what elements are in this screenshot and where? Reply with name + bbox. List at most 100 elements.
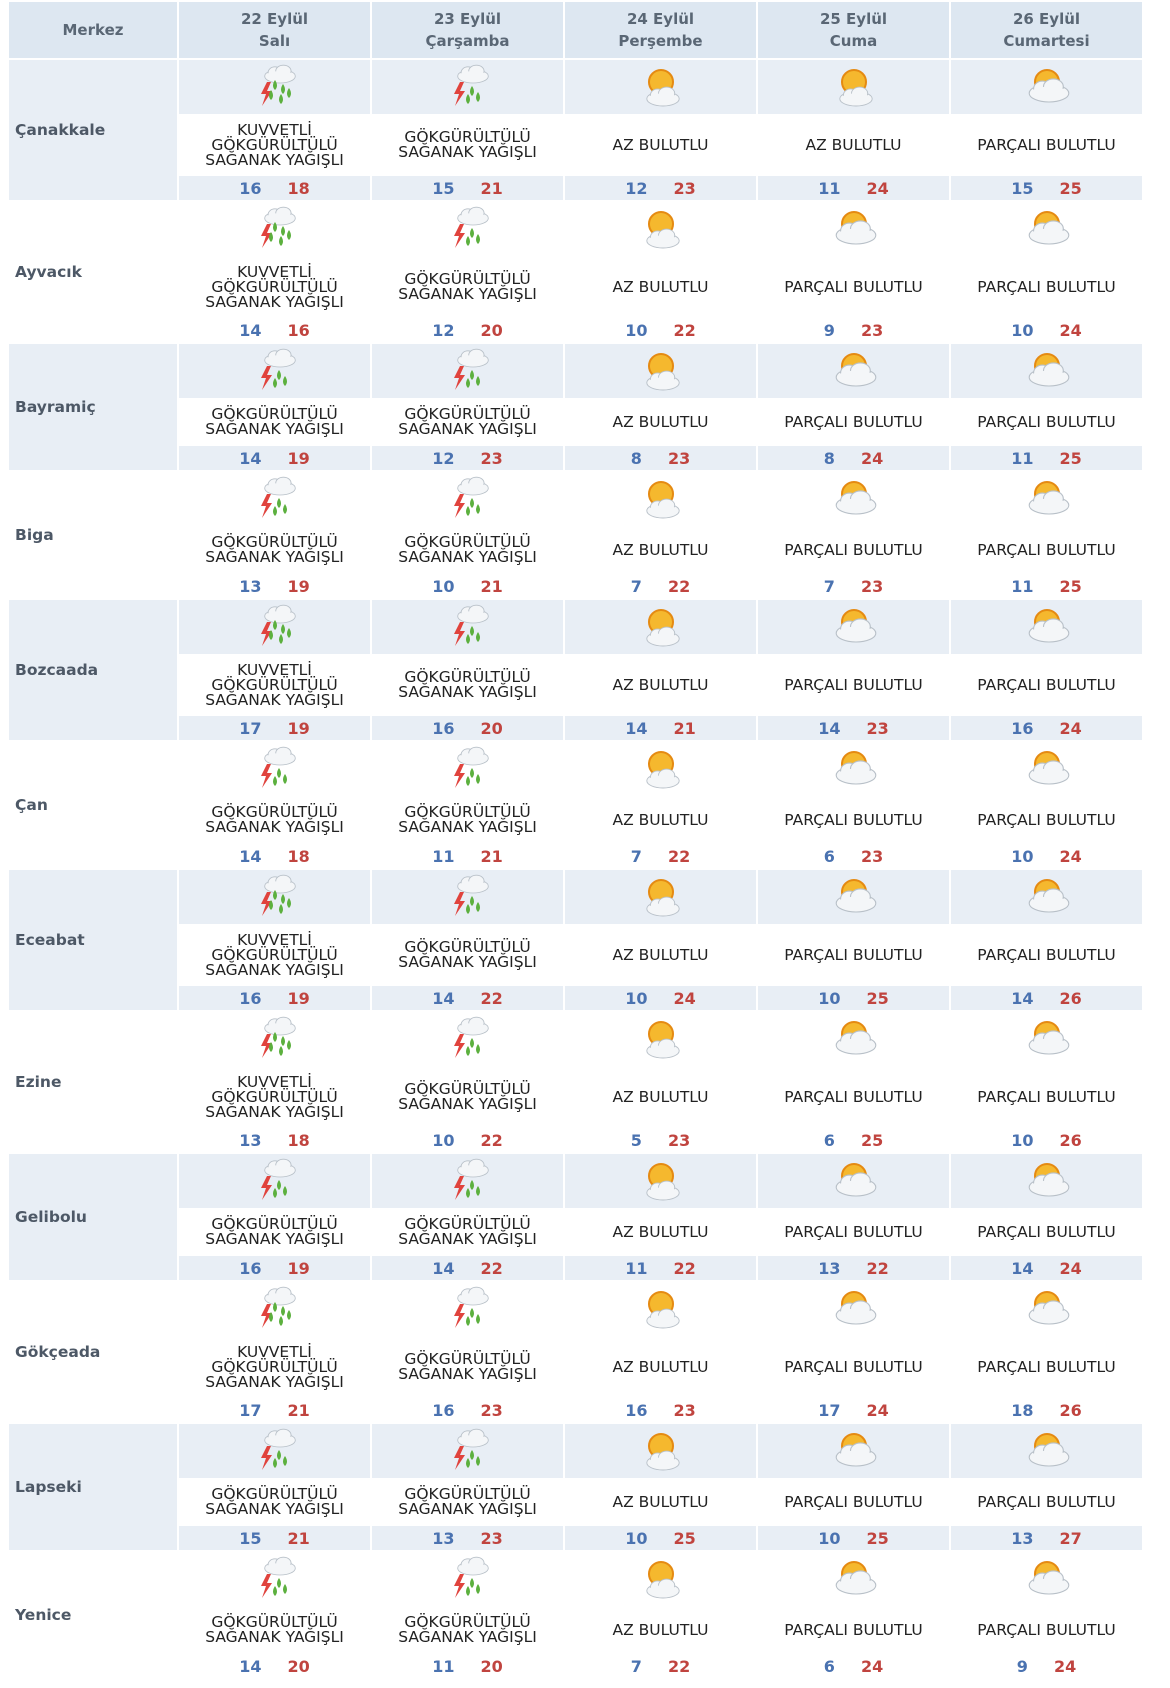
day-cell: GÖKGÜRÜLTÜLÜ SAĞANAK YAĞIŞLI 14 19 bbox=[179, 344, 370, 470]
condition-line: AZ BULUTLU bbox=[612, 1222, 709, 1241]
high-temp: 20 bbox=[480, 718, 503, 738]
day-cell: PARÇALI BULUTLU 10 24 bbox=[951, 742, 1142, 868]
high-temp: 20 bbox=[480, 1656, 503, 1676]
weather-icon bbox=[835, 1433, 876, 1467]
weather-icon bbox=[260, 64, 296, 106]
weather-icon bbox=[453, 476, 489, 518]
condition-line: GÖKGÜRÜLTÜLÜ bbox=[404, 270, 531, 288]
condition-line: SAĞANAK YAĞIŞLI bbox=[205, 1628, 344, 1646]
weather-icon bbox=[453, 206, 489, 248]
condition: PARÇALI BULUTLU bbox=[758, 1336, 949, 1398]
temps: 13 27 bbox=[951, 1526, 1142, 1550]
icon-cell bbox=[565, 1552, 756, 1606]
icon-cell bbox=[758, 1552, 949, 1606]
icon-cell bbox=[372, 344, 563, 398]
condition-line: GÖKGÜRÜLTÜLÜ bbox=[211, 1215, 338, 1233]
day-cell: AZ BULUTLU 8 23 bbox=[565, 344, 756, 470]
day-cell: PARÇALI BULUTLU 13 22 bbox=[758, 1154, 949, 1280]
condition-line: SAĞANAK YAĞIŞLI bbox=[205, 1230, 344, 1248]
condition: PARÇALI BULUTLU bbox=[951, 924, 1142, 986]
condition-line: KUVVETLİ bbox=[237, 262, 312, 281]
day-cell: GÖKGÜRÜLTÜLÜ SAĞANAK YAĞIŞLI 14 22 bbox=[372, 870, 563, 1010]
condition-line: PARÇALI BULUTLU bbox=[977, 277, 1116, 296]
temps: 6 24 bbox=[758, 1654, 949, 1678]
high-temp: 22 bbox=[480, 988, 503, 1008]
weather-icon bbox=[1028, 1561, 1069, 1595]
weather-icon bbox=[260, 1158, 296, 1200]
low-temp: 11 bbox=[1011, 448, 1034, 468]
condition-line: GÖKGÜRÜLTÜLÜ bbox=[404, 1215, 531, 1233]
icon-cell bbox=[565, 1154, 756, 1208]
condition: GÖKGÜRÜLTÜLÜ SAĞANAK YAĞIŞLI bbox=[372, 654, 563, 716]
high-temp: 20 bbox=[287, 1656, 310, 1676]
condition: GÖKGÜRÜLTÜLÜ SAĞANAK YAĞIŞLI bbox=[179, 796, 370, 844]
low-temp: 13 bbox=[239, 576, 262, 596]
high-temp: 24 bbox=[1059, 718, 1082, 738]
condition: PARÇALI BULUTLU bbox=[951, 1606, 1142, 1654]
icon-cell bbox=[179, 1424, 370, 1478]
condition: PARÇALI BULUTLU bbox=[758, 526, 949, 574]
temps: 13 22 bbox=[758, 1256, 949, 1280]
temps: 14 21 bbox=[565, 716, 756, 740]
high-temp: 23 bbox=[480, 448, 503, 468]
condition: PARÇALI BULUTLU bbox=[951, 114, 1142, 176]
high-temp: 22 bbox=[480, 1258, 503, 1278]
condition-line: KUVVETLİ bbox=[237, 660, 312, 679]
low-temp: 11 bbox=[818, 178, 841, 198]
high-temp: 21 bbox=[287, 1528, 310, 1548]
temps: 10 22 bbox=[372, 1128, 563, 1152]
high-temp: 19 bbox=[287, 576, 310, 596]
condition: GÖKGÜRÜLTÜLÜ SAĞANAK YAĞIŞLI bbox=[179, 1208, 370, 1256]
forecast-table: Merkez 22 Eylül Salı 23 Eylül Çarşamba 24 Eyl… bbox=[9, 2, 1144, 1680]
low-temp: 8 bbox=[823, 448, 835, 468]
condition-line: PARÇALI BULUTLU bbox=[784, 1620, 923, 1639]
low-temp: 14 bbox=[239, 846, 262, 866]
condition-line: PARÇALI BULUTLU bbox=[784, 1087, 923, 1106]
weather-icon bbox=[835, 353, 876, 387]
icon-cell bbox=[758, 742, 949, 796]
temps: 7 22 bbox=[565, 1654, 756, 1678]
weather-icon bbox=[260, 206, 296, 248]
high-temp: 25 bbox=[673, 1528, 696, 1548]
condition: PARÇALI BULUTLU bbox=[951, 398, 1142, 446]
high-temp: 26 bbox=[1059, 1400, 1082, 1420]
day-cell: AZ BULUTLU 7 22 bbox=[565, 472, 756, 598]
temps: 14 19 bbox=[179, 446, 370, 470]
condition-line: GÖKGÜRÜLTÜLÜ bbox=[211, 277, 338, 296]
low-temp: 16 bbox=[432, 718, 455, 738]
weather-icon bbox=[1028, 609, 1069, 643]
temps: 16 20 bbox=[372, 716, 563, 740]
high-temp: 23 bbox=[866, 718, 889, 738]
header-date: 25 Eylül bbox=[819, 10, 888, 28]
condition: AZ BULUTLU bbox=[565, 114, 756, 176]
high-temp: 25 bbox=[866, 988, 889, 1008]
condition-line: GÖKGÜRÜLTÜLÜ bbox=[211, 1357, 338, 1376]
day-cell: PARÇALI BULUTLU 14 23 bbox=[758, 600, 949, 740]
condition-line: KUVVETLİ bbox=[237, 930, 312, 949]
icon-cell bbox=[372, 1154, 563, 1208]
condition: AZ BULUTLU bbox=[565, 1606, 756, 1654]
city-name: Ayvacık bbox=[15, 263, 82, 281]
condition-line: SAĞANAK YAĞIŞLI bbox=[398, 1365, 537, 1383]
city-name: Gökçeada bbox=[15, 1343, 101, 1361]
low-temp: 14 bbox=[239, 448, 262, 468]
condition: GÖKGÜRÜLTÜLÜ SAĞANAK YAĞIŞLI bbox=[372, 796, 563, 844]
weather-icon bbox=[835, 211, 876, 245]
condition-line: SAĞANAK YAĞIŞLI bbox=[205, 1372, 344, 1391]
temps: 7 22 bbox=[565, 844, 756, 868]
condition: GÖKGÜRÜLTÜLÜ SAĞANAK YAĞIŞLI bbox=[372, 1606, 563, 1654]
temps: 5 23 bbox=[565, 1128, 756, 1152]
icon-cell bbox=[758, 1282, 949, 1336]
low-temp: 15 bbox=[1011, 178, 1034, 198]
header-weekday: Cuma bbox=[829, 32, 878, 50]
city-row: Çan GÖKGÜRÜLTÜLÜ SAĞANAK YAĞIŞLI 14 18 GÖKGÜR… bbox=[9, 742, 1144, 868]
low-temp: 10 bbox=[432, 576, 455, 596]
weather-icon bbox=[1028, 751, 1069, 785]
condition-line: PARÇALI BULUTLU bbox=[977, 1492, 1116, 1511]
city-cell: Ezine bbox=[9, 1012, 177, 1152]
icon-cell bbox=[758, 60, 949, 114]
low-temp: 10 bbox=[1011, 320, 1034, 340]
header-weekday: Perşembe bbox=[618, 32, 703, 50]
temps: 12 20 bbox=[372, 318, 563, 342]
condition: GÖKGÜRÜLTÜLÜ SAĞANAK YAĞIŞLI bbox=[179, 1606, 370, 1654]
